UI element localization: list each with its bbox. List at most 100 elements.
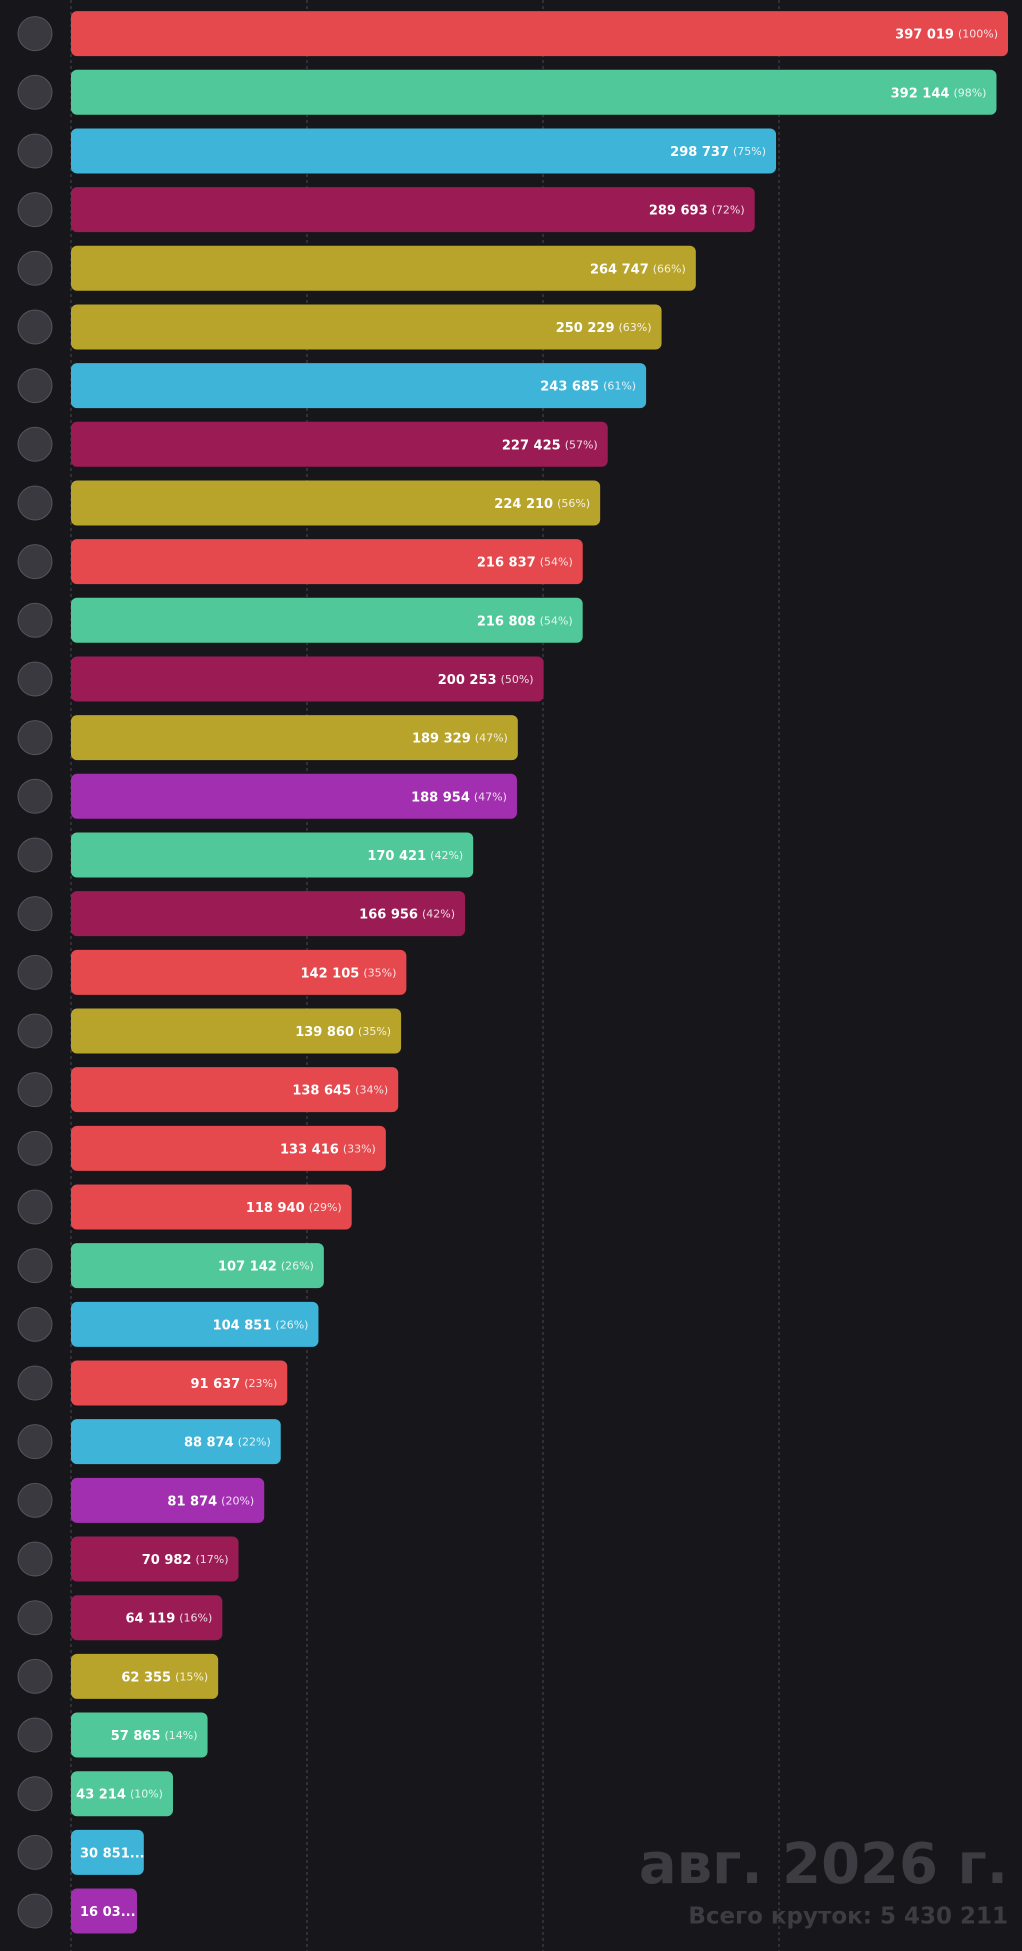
value-text: 142 105 [301, 966, 360, 981]
value-text: 104 851 [213, 1318, 272, 1333]
share-text: (26%) [281, 1260, 314, 1273]
value-text: 298 737 [670, 144, 729, 159]
avatar [17, 1072, 53, 1108]
bar [71, 715, 518, 761]
value-label: 142 105 (35%) [301, 966, 397, 981]
value-text: 62 355 [121, 1670, 171, 1685]
bar [71, 1536, 239, 1582]
value-text: 392 144 [891, 86, 950, 101]
avatar [17, 954, 53, 990]
bar [71, 656, 544, 702]
value-label: 224 210 (56%) [494, 496, 590, 511]
value-label: 30 851... [80, 1846, 145, 1861]
avatar [17, 1482, 53, 1518]
avatar [17, 1834, 53, 1870]
avatar [17, 778, 53, 814]
bar [71, 891, 466, 937]
value-text: 188 954 [411, 790, 470, 805]
value-label: 216 808 (54%) [477, 614, 573, 629]
share-text: (42%) [430, 849, 463, 862]
value-label: 104 851 (26%) [213, 1318, 309, 1333]
value-text: 289 693 [649, 203, 708, 218]
value-label: 397 019 (100%) [895, 27, 998, 42]
share-text: (56%) [557, 497, 590, 510]
bar [71, 1301, 319, 1347]
avatar [17, 1717, 53, 1753]
value-label: 243 685 (61%) [540, 379, 636, 394]
avatar [17, 1130, 53, 1166]
avatar [17, 837, 53, 873]
avatar [17, 309, 53, 345]
value-text: 88 874 [184, 1435, 234, 1450]
value-label: 227 425 (57%) [502, 438, 598, 453]
bar [71, 304, 662, 350]
chart-subtitle: Всего круток: 5 430 211 [688, 1904, 1008, 1930]
avatar [17, 896, 53, 932]
value-label: 189 329 (47%) [412, 731, 508, 746]
bar [71, 421, 608, 467]
avatar [17, 661, 53, 697]
share-text: (61%) [603, 380, 636, 393]
share-text: (34%) [355, 1084, 388, 1097]
bar [71, 773, 517, 819]
avatar [17, 1658, 53, 1694]
avatar [17, 1893, 53, 1929]
value-label: 264 747 (66%) [590, 262, 686, 277]
value-label: 91 637 (23%) [190, 1377, 277, 1392]
value-label: 138 645 (34%) [292, 1083, 388, 1098]
avatar [17, 485, 53, 521]
value-label: 216 837 (54%) [477, 555, 573, 570]
value-label: 62 355 (15%) [121, 1670, 208, 1685]
avatar [17, 1013, 53, 1049]
avatar [17, 602, 53, 638]
avatar [17, 74, 53, 110]
bar [71, 11, 1008, 57]
value-text: 243 685 [540, 379, 599, 394]
bar [71, 1477, 265, 1523]
value-text: 139 860 [295, 1024, 354, 1039]
share-text: (22%) [238, 1436, 271, 1449]
value-label: 166 956 (42%) [359, 907, 455, 922]
bar [71, 187, 755, 233]
share-text: (72%) [712, 204, 745, 217]
value-text: 138 645 [292, 1083, 351, 1098]
avatar [17, 368, 53, 404]
value-text: 216 837 [477, 555, 536, 570]
share-text: (63%) [619, 321, 652, 334]
value-text: 264 747 [590, 262, 649, 277]
value-text: 227 425 [502, 438, 561, 453]
value-text: 200 253 [438, 672, 497, 687]
value-label: 133 416 (33%) [280, 1142, 376, 1157]
avatar [17, 1306, 53, 1342]
share-text: (23%) [244, 1377, 277, 1390]
value-text: 107 142 [218, 1259, 277, 1274]
value-text: 91 637 [190, 1377, 240, 1392]
share-text: (33%) [343, 1142, 376, 1155]
share-text: (35%) [363, 966, 396, 979]
share-text: (14%) [165, 1729, 198, 1742]
bar [71, 1419, 281, 1465]
share-text: (54%) [540, 614, 573, 627]
avatar [17, 133, 53, 169]
value-text: 81 874 [167, 1494, 217, 1509]
value-text: 118 940 [246, 1201, 305, 1216]
value-label: 170 421 (42%) [367, 848, 463, 863]
share-text: (57%) [565, 438, 598, 451]
value-text: 57 865 [111, 1729, 161, 1744]
bars: 397 019 (100%) 392 144 (98%) 298 737 (75%) 289… [17, 11, 1008, 1934]
value-text: 224 210 [494, 496, 553, 511]
value-label: 250 229 (63%) [556, 320, 652, 335]
bar [71, 1243, 324, 1289]
share-text: (42%) [422, 908, 455, 921]
bar [71, 1712, 208, 1758]
bar [71, 539, 583, 585]
avatar [17, 1424, 53, 1460]
value-label: 43 214 (10%) [76, 1787, 163, 1802]
value-text: 216 808 [477, 614, 536, 629]
bar [71, 1653, 219, 1699]
avatar [17, 720, 53, 756]
value-label: 88 874 (22%) [184, 1435, 271, 1450]
value-text: 166 956 [359, 907, 418, 922]
bar [71, 1888, 137, 1934]
